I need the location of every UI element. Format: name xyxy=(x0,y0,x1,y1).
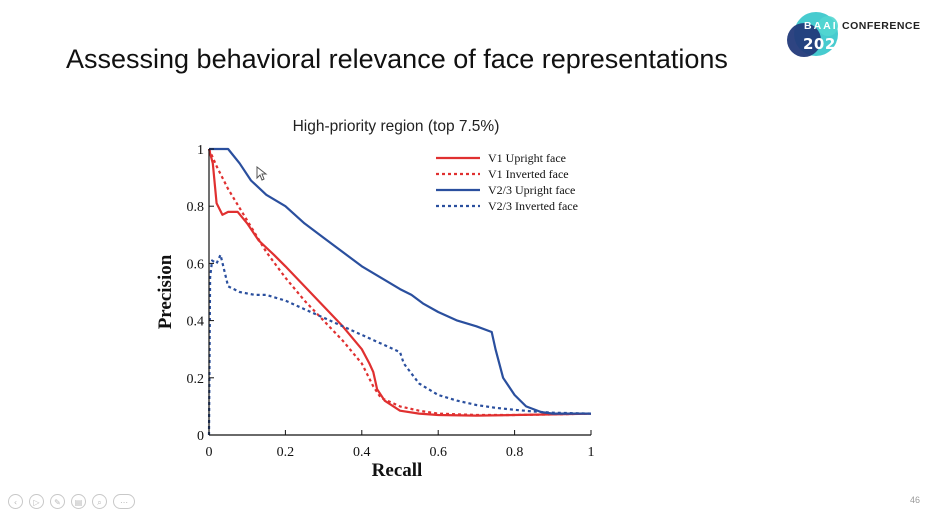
logo-blob-navy xyxy=(787,23,821,57)
logo-prefix: BAAI xyxy=(804,20,838,32)
series-line-3 xyxy=(209,147,591,415)
y-axis-label: Precision xyxy=(155,254,176,329)
logo-conference-word: CONFERENCE xyxy=(842,20,921,32)
x-axis-label: Recall xyxy=(372,460,423,481)
y-tick-label: 0 xyxy=(197,429,204,444)
y-tick-label: 0.2 xyxy=(187,372,205,387)
legend-label-1: V1 Upright face xyxy=(488,151,566,165)
x-tick-label: 1 xyxy=(588,445,595,460)
x-tick-label: 0.8 xyxy=(506,445,524,460)
y-tick-label: 0.8 xyxy=(187,200,205,215)
y-tick-label: 0.6 xyxy=(187,257,205,272)
more-options-icon[interactable]: ⋯ xyxy=(113,494,135,509)
x-tick-label: 0 xyxy=(206,445,213,460)
slide-sorter-icon[interactable]: ▤ xyxy=(71,494,86,509)
series-line-4 xyxy=(207,253,592,436)
baai-logo xyxy=(787,12,838,57)
mouse-cursor-icon xyxy=(256,166,268,181)
chart-title: High-priority region (top 7.5%) xyxy=(293,118,500,135)
logo-blob-cyan xyxy=(818,16,838,36)
pen-tool-icon[interactable]: ✎ xyxy=(50,494,65,509)
x-tick-label: 0.6 xyxy=(429,445,447,460)
legend-label-3: V2/3 Upright face xyxy=(488,183,575,197)
slide-title: Assessing behavioral relevance of face r… xyxy=(66,44,728,74)
y-tick-label: 0.4 xyxy=(187,315,205,330)
series-line-2 xyxy=(207,148,592,417)
axes: 0 0.2 0.4 0.6 0.8 1 0 0.2 0.4 0.6 0.8 1 xyxy=(187,143,595,460)
y-tick-label: 1 xyxy=(197,143,204,158)
x-tick-label: 0.2 xyxy=(277,445,295,460)
play-icon[interactable]: ▷ xyxy=(29,494,44,509)
zoom-icon[interactable]: ⌕ xyxy=(92,494,107,509)
previous-slide-icon[interactable]: ‹ xyxy=(8,494,23,509)
logo-subtitle: 2020北京智源大会 xyxy=(803,35,930,53)
legend: V1 Upright face V1 Inverted face V2/3 Upri… xyxy=(436,151,578,213)
x-tick-label: 0.4 xyxy=(353,445,371,460)
legend-label-2: V1 Inverted face xyxy=(488,167,569,181)
legend-label-4: V2/3 Inverted face xyxy=(488,199,578,213)
plot-series xyxy=(207,147,592,436)
slideshow-controls: ‹ ▷ ✎ ▤ ⌕ ⋯ xyxy=(8,494,135,509)
page-number: 46 xyxy=(909,495,920,505)
